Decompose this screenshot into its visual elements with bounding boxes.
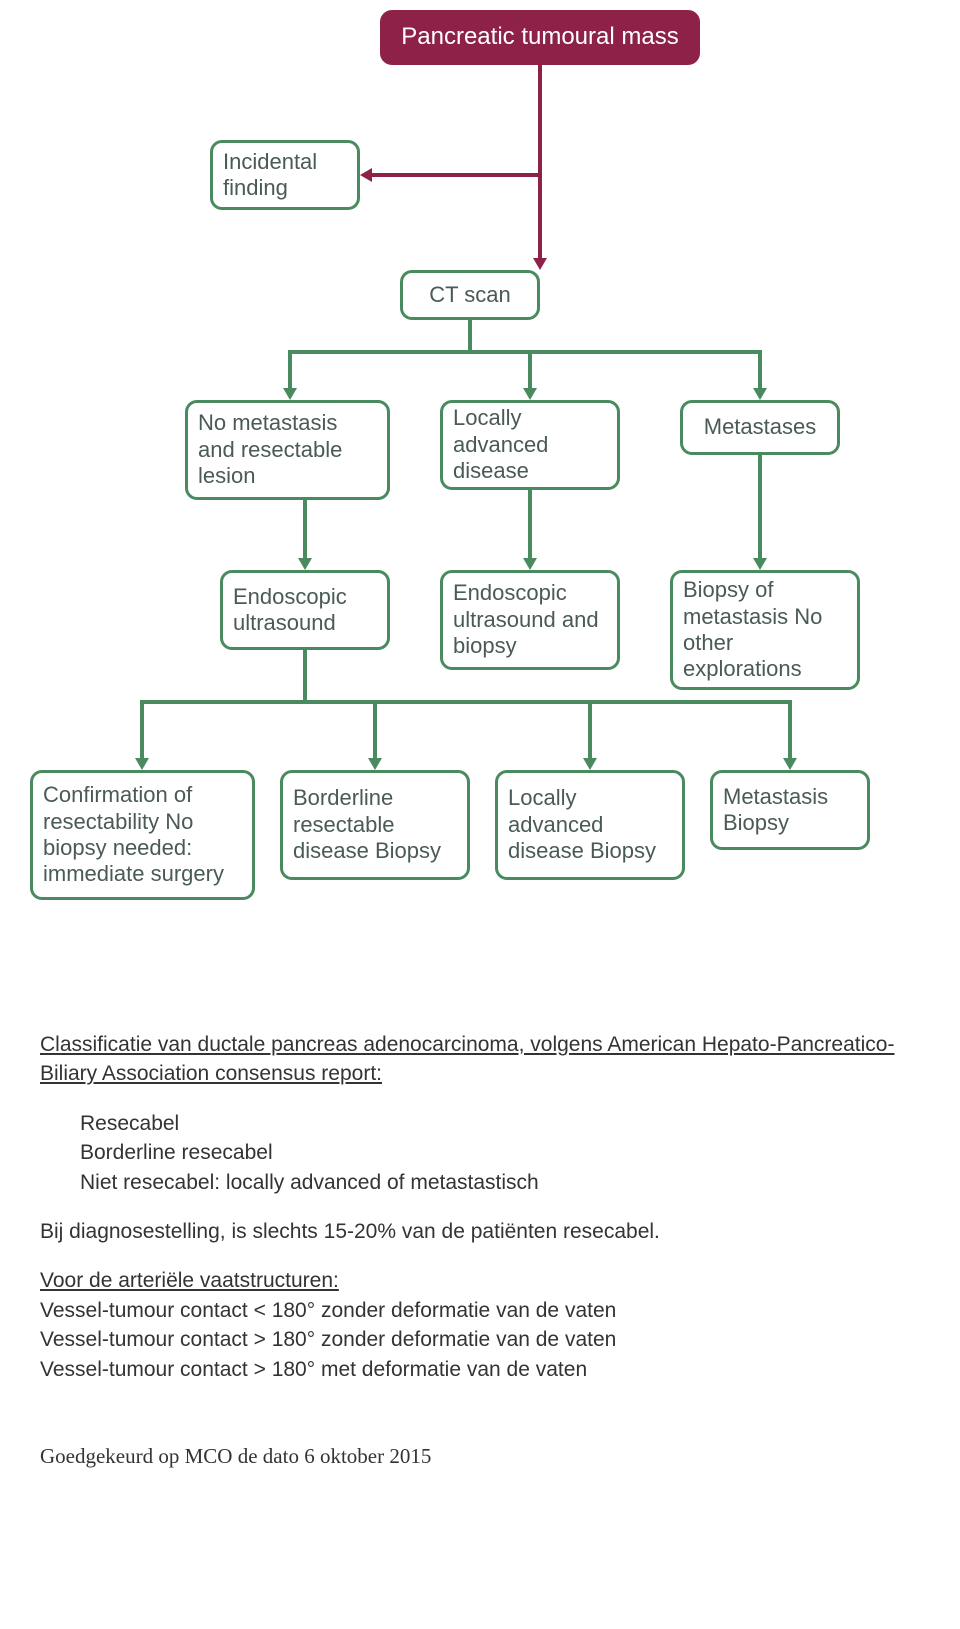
node-eus-label: Endoscopic ultrasound — [233, 584, 377, 637]
node-locadv2-label: Locally advanced disease Biopsy — [508, 785, 672, 864]
arrow-nometa-eus — [303, 500, 307, 558]
arrow-ct-d1 — [288, 350, 292, 388]
node-metabiopsy: Metastasis Biopsy — [710, 770, 870, 850]
classification-title: Classificatie van ductale pancreas adeno… — [40, 1033, 894, 1085]
arrow-ct-d3-head — [753, 388, 767, 400]
arrow-ct-d3 — [758, 350, 762, 388]
node-ctscan-label: CT scan — [429, 282, 511, 308]
arrow-meta-bm — [758, 455, 762, 558]
node-metabiopsy-label: Metastasis Biopsy — [723, 784, 857, 837]
arrow-eus-d2 — [373, 700, 377, 758]
arrow-nometa-eus-head — [298, 558, 312, 570]
arrow-eus-stub — [303, 650, 307, 700]
node-incidental: Incidental finding — [210, 140, 360, 210]
arrow-eus-d3 — [588, 700, 592, 758]
node-nometa: No metastasis and resectable lesion — [185, 400, 390, 500]
arrow-incidental-h — [372, 173, 540, 177]
node-meta: Metastases — [680, 400, 840, 455]
arrow-ct-hbar — [288, 350, 762, 354]
footer-approval: Goedgekeurd op MCO de dato 6 oktober 201… — [0, 1444, 960, 1499]
arrow-incidental-head — [360, 168, 372, 182]
text-content: Classificatie van ductale pancreas adeno… — [0, 1000, 960, 1444]
diagnosis-line: Bij diagnosestelling, is slechts 15-20% … — [40, 1217, 920, 1246]
node-biopsymeta-label: Biopsy of metastasis No other exploratio… — [683, 577, 847, 683]
node-confirm: Confirmation of resectability No biopsy … — [30, 770, 255, 900]
arterial-section: Voor de arteriële vaatstructuren: Vessel… — [40, 1266, 920, 1384]
node-borderline: Borderline resectable disease Biopsy — [280, 770, 470, 880]
node-ctscan: CT scan — [400, 270, 540, 320]
arrow-start-head — [533, 258, 547, 270]
arterial-line-1: Vessel-tumour contact < 180° zonder defo… — [40, 1299, 616, 1322]
node-locadv2: Locally advanced disease Biopsy — [495, 770, 685, 880]
arrow-start-down — [538, 65, 542, 258]
arrow-ct-d2 — [528, 350, 532, 388]
arrow-eus-d2-head — [368, 758, 382, 770]
arterial-title: Voor de arteriële vaatstructuren: — [40, 1269, 339, 1292]
node-eusbiopsy: Endoscopic ultrasound and biopsy — [440, 570, 620, 670]
node-nometa-label: No metastasis and resectable lesion — [198, 410, 377, 489]
arrow-ct-d2-head — [523, 388, 537, 400]
arrow-ct-d1-head — [283, 388, 297, 400]
arrow-eus-d3-head — [583, 758, 597, 770]
node-confirm-label: Confirmation of resectability No biopsy … — [43, 782, 242, 888]
arterial-line-3: Vessel-tumour contact > 180° met deforma… — [40, 1358, 587, 1381]
node-locadv-label: Locally advanced disease — [453, 405, 607, 484]
flowchart-region: Pancreatic tumoural mass Incidental find… — [0, 0, 960, 1000]
classification-bullets: Resecabel Borderline resecabel Niet rese… — [80, 1109, 920, 1197]
arrow-ct-stub — [468, 320, 472, 350]
bullet-resecabel: Resecabel — [80, 1112, 179, 1135]
node-biopsymeta: Biopsy of metastasis No other exploratio… — [670, 570, 860, 690]
arrow-locadv-eusb-head — [523, 558, 537, 570]
arrow-locadv-eusb — [528, 490, 532, 558]
arrow-eus-d1-head — [135, 758, 149, 770]
arrow-eus-d1 — [140, 700, 144, 758]
arrow-eus-d4-head — [783, 758, 797, 770]
arrow-eus-d4 — [788, 700, 792, 758]
arrow-meta-bm-head — [753, 558, 767, 570]
bullet-niet-resecabel: Niet resecabel: locally advanced of meta… — [80, 1171, 539, 1194]
node-eus: Endoscopic ultrasound — [220, 570, 390, 650]
node-start-label: Pancreatic tumoural mass — [401, 23, 678, 52]
arrow-eus-hbar — [140, 700, 792, 704]
bullet-borderline: Borderline resecabel — [80, 1141, 273, 1164]
node-eusbiopsy-label: Endoscopic ultrasound and biopsy — [453, 580, 607, 659]
node-start: Pancreatic tumoural mass — [380, 10, 700, 65]
node-meta-label: Metastases — [704, 414, 817, 440]
arterial-line-2: Vessel-tumour contact > 180° zonder defo… — [40, 1328, 616, 1351]
node-borderline-label: Borderline resectable disease Biopsy — [293, 785, 457, 864]
node-incidental-label: Incidental finding — [223, 149, 347, 202]
node-locadv: Locally advanced disease — [440, 400, 620, 490]
